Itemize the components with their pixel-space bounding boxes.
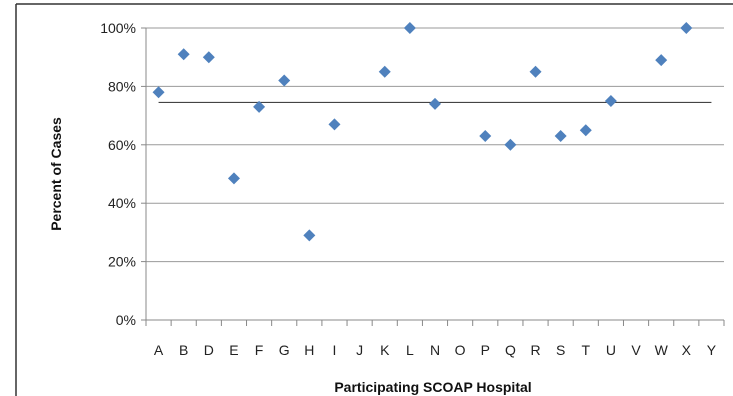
data-point-x [680, 22, 693, 34]
y-tick-label: 100% [100, 20, 136, 36]
data-points [152, 22, 693, 242]
x-tick-label: Y [707, 342, 717, 358]
data-point-q [504, 138, 517, 151]
x-tick-label: S [556, 342, 565, 358]
x-tick-label: K [380, 342, 390, 358]
gridlines [146, 27, 724, 263]
x-tick-label: O [455, 342, 466, 358]
y-tick-label: 20% [108, 254, 136, 270]
x-tick-label: V [631, 342, 641, 358]
x-tick-label: L [406, 342, 414, 358]
data-point-f [253, 100, 266, 113]
x-tick-label: U [606, 342, 616, 358]
data-point-d [202, 51, 215, 64]
x-tick-label: I [333, 342, 337, 358]
x-tick-label: F [255, 342, 264, 358]
x-tick-label: D [204, 342, 214, 358]
x-tick-label: W [655, 342, 669, 358]
data-point-b [177, 48, 190, 61]
x-tick-label: B [179, 342, 188, 358]
data-point-r [529, 65, 542, 78]
x-tick-label: T [582, 342, 591, 358]
data-point-u [604, 95, 617, 107]
y-tick-labels: 0% 20% 40% 60% 80% 100% [100, 20, 136, 328]
x-tick-label: H [304, 342, 314, 358]
x-tick-label: X [682, 342, 692, 358]
data-point-w [655, 54, 668, 67]
x-tick-label: R [530, 342, 540, 358]
data-point-a [152, 86, 165, 99]
y-tick-label: 0% [116, 312, 136, 328]
x-tick-label: E [229, 342, 238, 358]
x-tick-label: J [356, 342, 363, 358]
x-axis-title: Participating SCOAP Hospital [334, 379, 531, 395]
data-point-e [227, 172, 240, 185]
data-point-s [554, 130, 567, 143]
x-tick-label: A [154, 342, 164, 358]
y-tick-label: 40% [108, 195, 136, 211]
data-point-p [479, 130, 492, 143]
x-tick-label: P [481, 342, 490, 358]
x-tick-label: G [279, 342, 290, 358]
axes [141, 27, 725, 326]
y-axis-title: Percent of Cases [48, 117, 64, 231]
y-tick-label: 60% [108, 137, 136, 153]
data-point-n [429, 97, 441, 110]
data-point-t [579, 124, 592, 137]
data-point-h [303, 229, 316, 242]
x-tick-label: Q [505, 342, 516, 358]
data-point-l [403, 22, 416, 34]
data-point-i [328, 118, 341, 131]
data-point-k [378, 65, 391, 78]
x-tick-label: N [430, 342, 440, 358]
y-tick-label: 80% [108, 78, 136, 94]
data-point-g [278, 74, 291, 87]
